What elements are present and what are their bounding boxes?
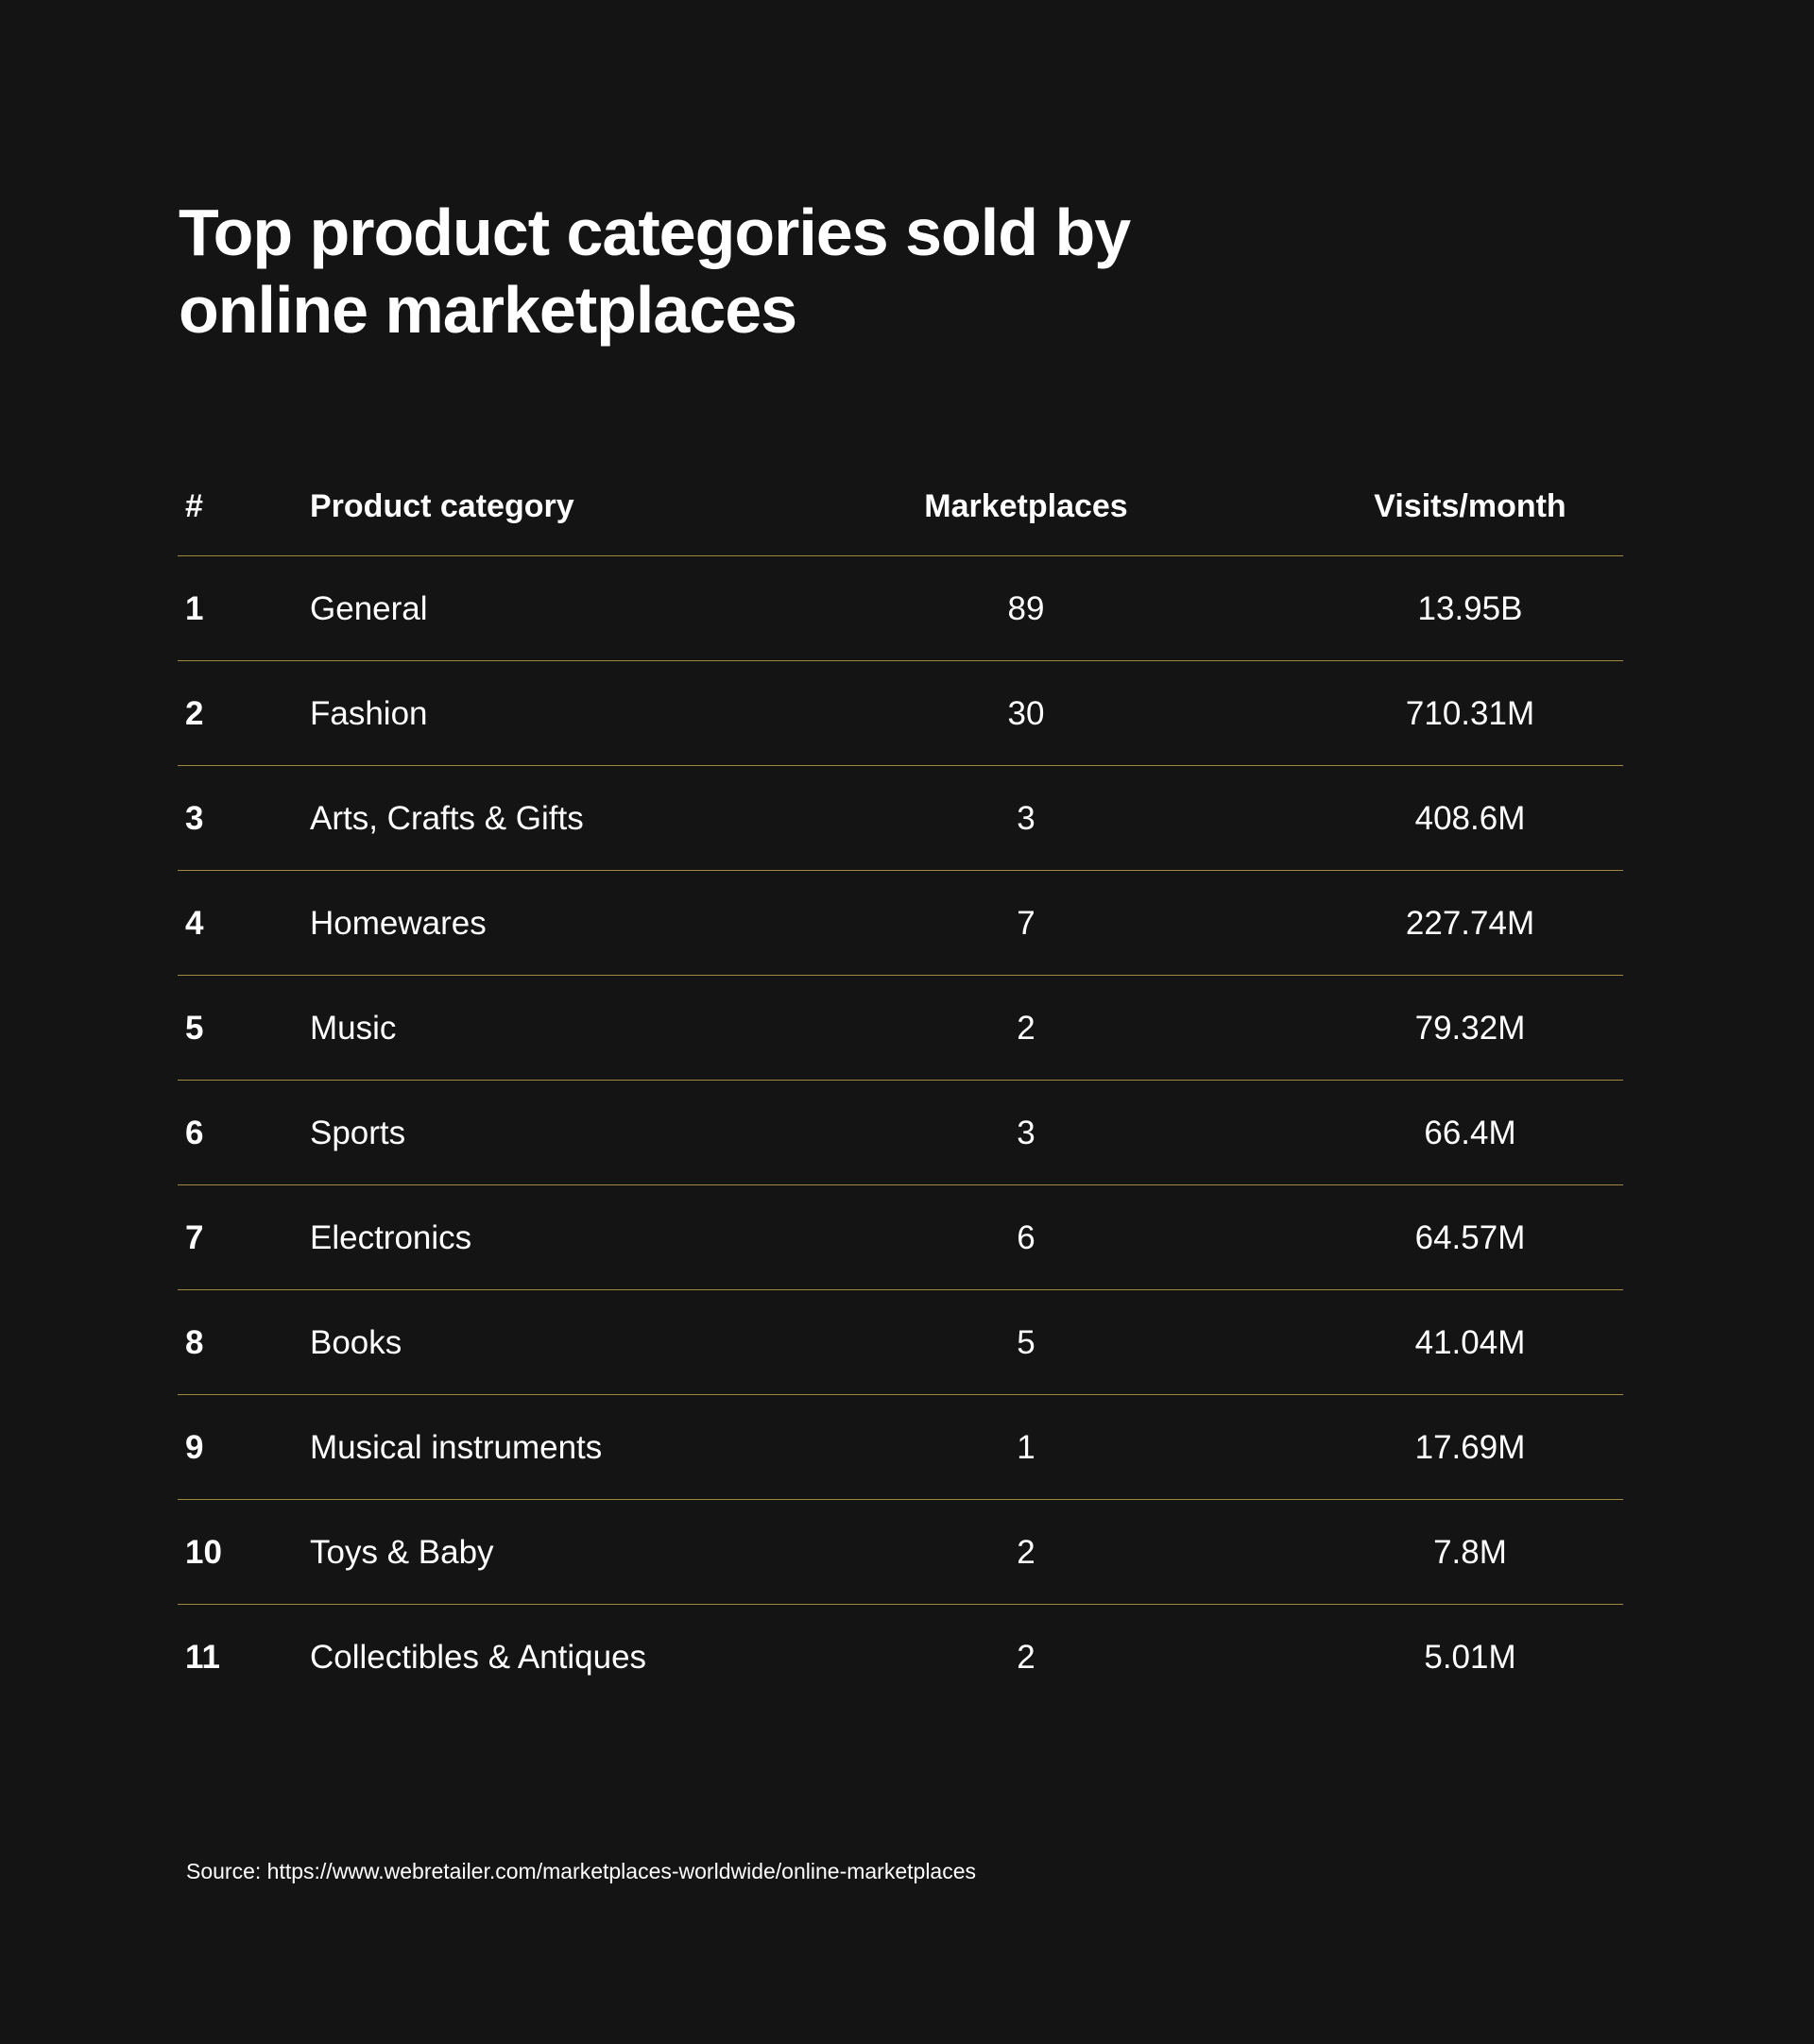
row-divider <box>178 660 1623 661</box>
category-cell: Arts, Crafts & Gifts <box>310 800 584 837</box>
page-title: Top product categories sold by online ma… <box>179 196 1131 347</box>
column-header-marketplaces: Marketplaces <box>924 488 1128 524</box>
marketplaces-cell: 1 <box>1017 1429 1035 1466</box>
visits-cell: 17.69M <box>1414 1429 1526 1466</box>
category-cell: Collectibles & Antiques <box>310 1639 647 1676</box>
table-row: 10 Toys & Baby 2 7.8M <box>178 1500 1623 1605</box>
marketplaces-cell: 89 <box>1007 590 1045 627</box>
table-row: 9 Musical instruments 1 17.69M <box>178 1395 1623 1500</box>
row-divider <box>178 1080 1623 1081</box>
row-divider <box>178 1394 1623 1395</box>
category-cell: Musical instruments <box>310 1429 603 1466</box>
marketplaces-cell: 7 <box>1017 905 1035 942</box>
row-divider <box>178 765 1623 766</box>
visits-cell: 408.6M <box>1414 800 1526 837</box>
rank-cell: 8 <box>185 1324 204 1361</box>
row-divider <box>178 555 1623 556</box>
visits-cell: 79.32M <box>1414 1010 1526 1047</box>
column-header-category: Product category <box>310 488 574 524</box>
source-note: Source: https://www.webretailer.com/mark… <box>186 1859 977 1883</box>
column-header-rank: # <box>185 488 203 524</box>
category-cell: Electronics <box>310 1219 472 1256</box>
rank-cell: 4 <box>185 905 204 942</box>
rank-cell: 10 <box>185 1534 222 1571</box>
column-header-visits: Visits/month <box>1374 488 1566 524</box>
table-row: 7 Electronics 6 64.57M <box>178 1185 1623 1290</box>
visits-cell: 66.4M <box>1424 1115 1516 1151</box>
table-row: 3 Arts, Crafts & Gifts 3 408.6M <box>178 766 1623 871</box>
rank-cell: 11 <box>185 1639 220 1676</box>
visits-cell: 710.31M <box>1405 695 1535 732</box>
rank-cell: 3 <box>185 800 204 837</box>
marketplaces-cell: 30 <box>1007 695 1045 732</box>
table-row: 2 Fashion 30 710.31M <box>178 661 1623 766</box>
marketplaces-cell: 2 <box>1017 1534 1035 1571</box>
table-header-row: # Product category Marketplaces Visits/m… <box>178 451 1623 556</box>
category-cell: Books <box>310 1324 402 1361</box>
category-cell: General <box>310 590 428 627</box>
table-row: 11 Collectibles & Antiques 2 5.01M <box>178 1605 1623 1710</box>
table-row: 5 Music 2 79.32M <box>178 976 1623 1081</box>
category-cell: Toys & Baby <box>310 1534 494 1571</box>
visits-cell: 5.01M <box>1424 1639 1516 1676</box>
marketplaces-cell: 3 <box>1017 1115 1035 1151</box>
visits-cell: 64.57M <box>1414 1219 1526 1256</box>
category-cell: Homewares <box>310 905 487 942</box>
marketplaces-cell: 6 <box>1017 1219 1035 1256</box>
category-cell: Music <box>310 1010 397 1047</box>
table-row: 1 General 89 13.95B <box>178 556 1623 661</box>
rank-cell: 5 <box>185 1010 204 1047</box>
rank-cell: 9 <box>185 1429 204 1466</box>
rank-cell: 6 <box>185 1115 204 1151</box>
rank-cell: 1 <box>185 590 204 627</box>
visits-cell: 7.8M <box>1433 1534 1507 1571</box>
visits-cell: 227.74M <box>1405 905 1535 942</box>
category-cell: Sports <box>310 1115 406 1151</box>
row-divider <box>178 1184 1623 1185</box>
rank-cell: 7 <box>185 1219 204 1256</box>
row-divider <box>178 975 1623 976</box>
table-row: 4 Homewares 7 227.74M <box>178 871 1623 976</box>
table-row: 8 Books 5 41.04M <box>178 1290 1623 1395</box>
table-row: 6 Sports 3 66.4M <box>178 1081 1623 1185</box>
table-body: 1 General 89 13.95B 2 Fashion 30 710.31M 3 Arts, … <box>178 556 1623 1710</box>
marketplaces-cell: 2 <box>1017 1010 1035 1047</box>
visits-cell: 41.04M <box>1414 1324 1526 1361</box>
row-divider <box>178 1289 1623 1290</box>
row-divider <box>178 1499 1623 1500</box>
visits-cell: 13.95B <box>1417 590 1523 627</box>
row-divider <box>178 1604 1623 1605</box>
rank-cell: 2 <box>185 695 204 732</box>
data-table: # Product category Marketplaces Visits/m… <box>178 451 1623 1710</box>
marketplaces-cell: 5 <box>1017 1324 1035 1361</box>
marketplaces-cell: 2 <box>1017 1639 1035 1676</box>
row-divider <box>178 870 1623 871</box>
category-cell: Fashion <box>310 695 428 732</box>
marketplaces-cell: 3 <box>1017 800 1035 837</box>
